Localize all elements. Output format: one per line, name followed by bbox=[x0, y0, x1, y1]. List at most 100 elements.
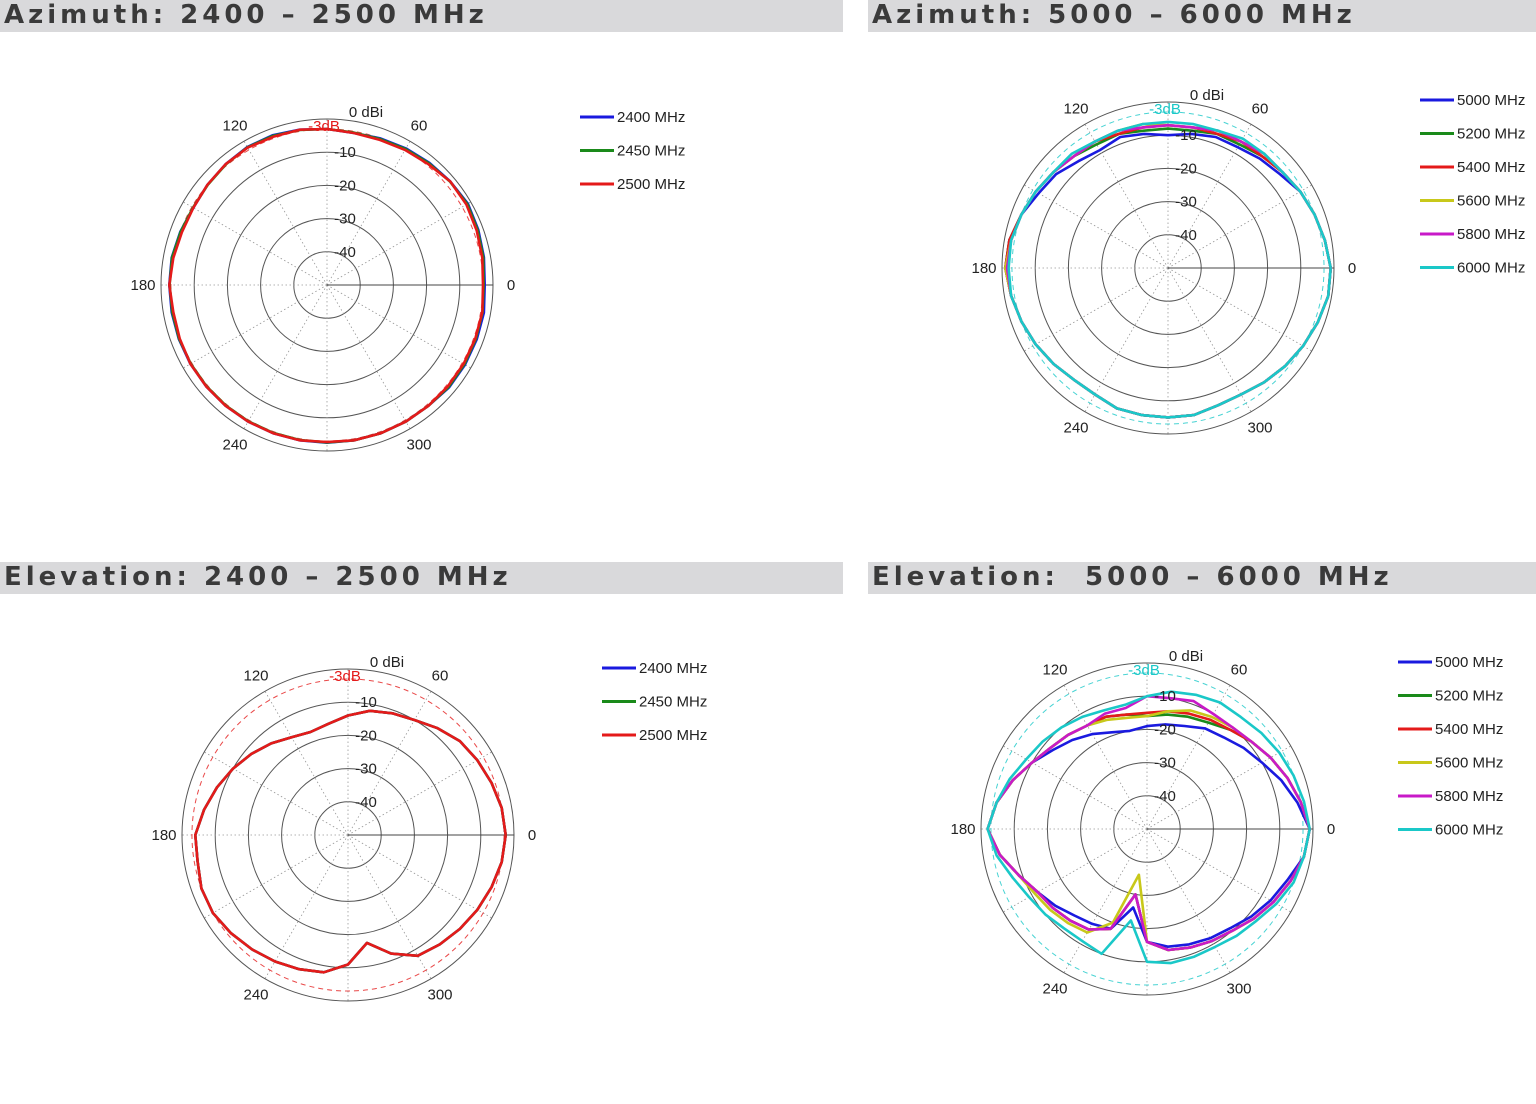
legend-label: 2400 MHz bbox=[617, 109, 685, 126]
legend-label: 2450 MHz bbox=[639, 694, 707, 711]
legend-label: 2400 MHz bbox=[639, 660, 707, 677]
series-line bbox=[1004, 123, 1332, 419]
angle-tick-label: 60 bbox=[432, 668, 449, 685]
radial-max-label: 0 dBi bbox=[349, 104, 383, 121]
grid-spoke bbox=[347, 834, 432, 979]
angle-tick-label: 300 bbox=[406, 436, 431, 453]
radial-tick-label: -40 bbox=[1154, 788, 1176, 805]
radial-tick-label: -30 bbox=[1154, 755, 1176, 772]
radial-tick-label: -40 bbox=[1175, 227, 1197, 244]
grid-spoke bbox=[326, 284, 411, 429]
grid-spoke bbox=[1167, 267, 1312, 352]
grid-spoke bbox=[1146, 828, 1231, 973]
radial-tick-label: -40 bbox=[334, 244, 356, 261]
angle-tick-label: 240 bbox=[243, 986, 268, 1003]
panel-title: Azimuth: 5000 – 6000 MHz bbox=[872, 0, 1356, 30]
reference-label: -3dB bbox=[1149, 101, 1181, 118]
series-line bbox=[194, 709, 507, 974]
angle-tick-label: 0 bbox=[1348, 260, 1356, 277]
radial-tick-label: -20 bbox=[1154, 721, 1176, 738]
angle-tick-label: 180 bbox=[950, 821, 975, 838]
angle-tick-label: 240 bbox=[1063, 419, 1088, 436]
grid-spoke bbox=[1024, 184, 1169, 269]
panel-azimuth-5000: Azimuth: 5000 – 6000 MHz -10 -20 -30 -40 0 d… bbox=[868, 0, 1536, 540]
legend-label: 5800 MHz bbox=[1457, 226, 1525, 243]
legend-label: 5400 MHz bbox=[1435, 721, 1503, 738]
radial-max-label: 0 dBi bbox=[1169, 648, 1203, 665]
radial-max-label: 0 dBi bbox=[370, 654, 404, 671]
angle-tick-label: 120 bbox=[243, 668, 268, 685]
legend-label: 5000 MHz bbox=[1435, 654, 1503, 671]
panel-title: Azimuth: 2400 – 2500 MHz bbox=[4, 0, 488, 30]
angle-tick-label: 240 bbox=[222, 436, 247, 453]
radial-tick-label: -20 bbox=[1175, 160, 1197, 177]
legend-label: 2450 MHz bbox=[617, 143, 685, 160]
panel-header: Azimuth: 5000 – 6000 MHz bbox=[868, 0, 1536, 32]
legend-label: 5400 MHz bbox=[1457, 159, 1525, 176]
angle-tick-label: 120 bbox=[222, 118, 247, 135]
grid-spoke bbox=[1146, 828, 1291, 913]
grid-spoke bbox=[243, 284, 328, 429]
grid-spoke bbox=[1003, 745, 1148, 830]
grid-spoke bbox=[204, 751, 349, 836]
grid-spoke bbox=[264, 691, 349, 836]
series-line bbox=[194, 709, 507, 974]
angle-tick-label: 180 bbox=[130, 277, 155, 294]
legend-label: 6000 MHz bbox=[1435, 822, 1503, 839]
angle-tick-label: 120 bbox=[1063, 101, 1088, 118]
panel-header: Azimuth: 2400 – 2500 MHz bbox=[0, 0, 843, 32]
grid-spoke bbox=[1084, 267, 1169, 412]
legend-label: 6000 MHz bbox=[1457, 260, 1525, 277]
angle-tick-label: 300 bbox=[427, 986, 452, 1003]
series-line bbox=[986, 709, 1311, 952]
radial-tick-label: -30 bbox=[355, 761, 377, 778]
panel-title: Elevation: 5000 – 6000 MHz bbox=[872, 562, 1393, 592]
panel-elevation-2400: Elevation: 2400 – 2500 MHz -10 -20 -30 -40 0… bbox=[0, 562, 843, 1104]
polar-chart: -10 -20 -30 -40 0 dBi -3dB 0 60 120 180 240 300 2400… bbox=[151, 654, 707, 1003]
reference-label: -3dB bbox=[1128, 662, 1160, 679]
grid-spoke bbox=[347, 834, 492, 919]
legend-label: 5200 MHz bbox=[1435, 688, 1503, 705]
reference-label: -3dB bbox=[308, 118, 340, 135]
radial-tick-label: -20 bbox=[334, 177, 356, 194]
legend-label: 5200 MHz bbox=[1457, 126, 1525, 143]
grid-spoke bbox=[183, 201, 328, 286]
grid-spoke bbox=[204, 834, 349, 919]
radial-tick-label: -10 bbox=[1175, 127, 1197, 144]
radial-tick-label: -30 bbox=[1175, 194, 1197, 211]
angle-tick-label: 60 bbox=[1231, 662, 1248, 679]
polar-chart: -10 -20 -30 -40 0 dBi -3dB 0 60 120 180 240 300 5000… bbox=[971, 87, 1525, 436]
angle-tick-label: 0 bbox=[1327, 821, 1335, 838]
grid-spoke bbox=[183, 284, 328, 369]
panel-header: Elevation: 2400 – 2500 MHz bbox=[0, 562, 843, 594]
angle-tick-label: 0 bbox=[528, 827, 536, 844]
radial-tick-label: -10 bbox=[355, 694, 377, 711]
grid-spoke bbox=[243, 141, 328, 286]
angle-tick-label: 60 bbox=[411, 118, 428, 135]
grid-spoke bbox=[1063, 685, 1148, 830]
radial-tick-label: -20 bbox=[355, 727, 377, 744]
legend-label: 5600 MHz bbox=[1435, 755, 1503, 772]
polar-chart: -10 -20 -30 -40 0 dBi -3dB 0 60 120 180 240 300 2400… bbox=[130, 104, 685, 453]
grid-spoke bbox=[264, 834, 349, 979]
series-line bbox=[1007, 120, 1332, 419]
angle-tick-label: 0 bbox=[507, 277, 515, 294]
radial-tick-label: -30 bbox=[334, 211, 356, 228]
grid-spoke bbox=[1084, 124, 1169, 269]
radial-tick-label: -10 bbox=[1154, 688, 1176, 705]
series-line bbox=[168, 127, 485, 444]
angle-tick-label: 180 bbox=[151, 827, 176, 844]
legend-label: 2500 MHz bbox=[617, 176, 685, 193]
legend-label: 5600 MHz bbox=[1457, 193, 1525, 210]
panel-title: Elevation: 2400 – 2500 MHz bbox=[4, 562, 512, 592]
panel-elevation-5000: Elevation: 5000 – 6000 MHz -10 -20 -30 -40 0… bbox=[868, 562, 1536, 1104]
reference-label: -3dB bbox=[329, 668, 361, 685]
angle-tick-label: 300 bbox=[1247, 419, 1272, 436]
grid-spoke bbox=[1024, 267, 1169, 352]
angle-tick-label: 240 bbox=[1042, 980, 1067, 997]
grid-spoke bbox=[1167, 267, 1252, 412]
series-line bbox=[194, 709, 507, 974]
legend-label: 2500 MHz bbox=[639, 727, 707, 744]
angle-tick-label: 180 bbox=[971, 260, 996, 277]
legend-label: 5000 MHz bbox=[1457, 92, 1525, 109]
